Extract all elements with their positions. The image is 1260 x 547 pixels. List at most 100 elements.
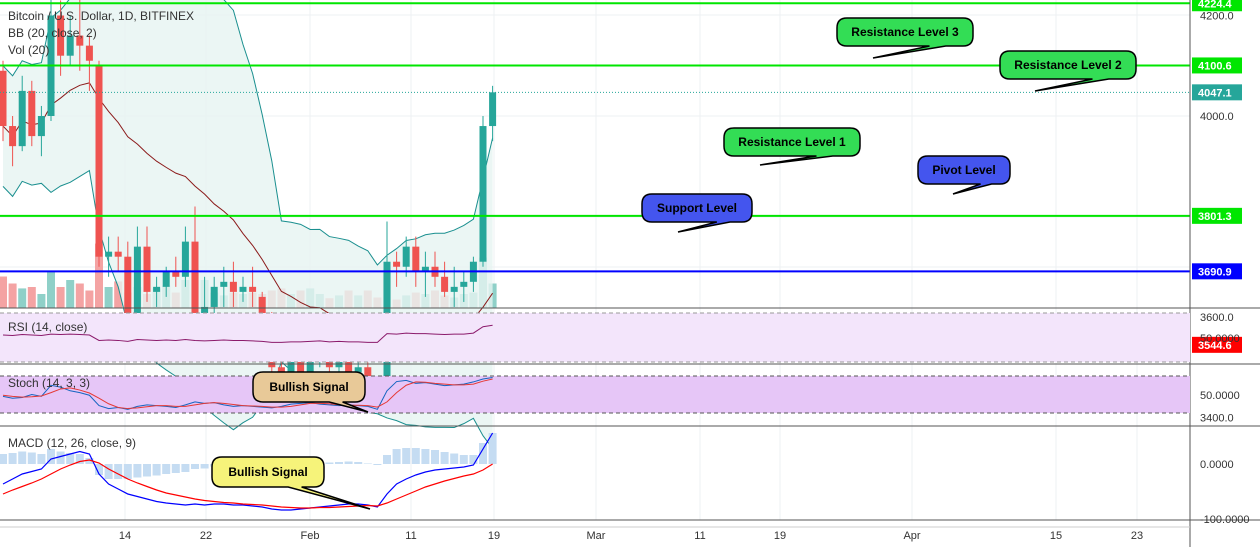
candle-body [479, 126, 487, 262]
macd-histogram-bar [162, 464, 171, 474]
x-tick-label: Feb [301, 530, 320, 542]
callout-bullish-macd-text: Bullish Signal [228, 465, 307, 479]
candle-body [354, 367, 362, 373]
macd-histogram-bar [411, 448, 420, 464]
callout-support-bubble [641, 193, 753, 233]
candle-body [220, 281, 228, 287]
macd-histogram-bar [421, 449, 430, 464]
volume-bar [85, 290, 94, 308]
volume-bar [27, 287, 36, 308]
macd-histogram-bar [133, 464, 142, 478]
macd-histogram-bar [440, 452, 449, 464]
macd-histogram-bar [18, 451, 27, 464]
candle-body [489, 92, 497, 127]
callout-bullish-stoch: Bullish Signal [252, 371, 369, 413]
bb-upper-line [2, 0, 494, 266]
macd-histogram-bar [431, 450, 439, 464]
x-tick-label: 22 [200, 530, 212, 542]
bb-lower-line [2, 169, 493, 449]
candle-body [95, 65, 103, 257]
macd-histogram-bar [27, 452, 36, 464]
candle-body [297, 357, 305, 373]
candle-body [402, 246, 410, 267]
macd-histogram-bar [383, 455, 391, 464]
macd-histogram-bar [114, 464, 123, 479]
macd-histogram-bar [191, 464, 199, 469]
last-price-tag-text: 4047.1 [1198, 87, 1232, 99]
price-tick-label: 3400.0 [1200, 413, 1234, 425]
volume-bar [8, 283, 17, 308]
macd-legend: MACD (12, 26, close, 9) [8, 436, 136, 450]
vol-legend: Vol (20) [8, 43, 50, 57]
bb-legend: BB (20, close, 2) [8, 26, 97, 40]
price-tick-label: 4200.0 [1200, 11, 1234, 23]
callout-pivot-text: Pivot Level [932, 163, 995, 177]
callout-resistance-2-bubble [999, 50, 1137, 92]
callout-resistance-3: Resistance Level 3 [836, 17, 974, 59]
macd-histogram-bar [373, 464, 382, 465]
macd-histogram-bar [479, 443, 487, 464]
macd-tick-label: 0.0000 [1200, 459, 1234, 471]
macd-histogram-bar [363, 463, 372, 464]
callout-pivot: Pivot Level [917, 155, 1011, 195]
last-price-tag [1192, 84, 1242, 101]
candle-body [258, 296, 266, 317]
callout-support-text: Support Level [657, 201, 737, 215]
x-tick-label: 19 [488, 530, 500, 542]
candle-body [57, 15, 65, 56]
candle-body [287, 357, 295, 378]
volume-bar [75, 283, 84, 308]
candle-body [450, 286, 458, 292]
candle-body [345, 357, 353, 373]
candle-body [66, 35, 74, 56]
x-tick-label: 14 [119, 530, 131, 542]
macd-histogram-bar [8, 453, 17, 464]
candle-body [172, 271, 180, 277]
candle-body [239, 286, 247, 292]
volume-bar [47, 271, 55, 308]
macd-histogram-bar [37, 454, 46, 464]
stoch-d-line [2, 378, 493, 410]
candle-body [210, 286, 218, 307]
candle-body [105, 251, 113, 257]
callout-bullish-stoch-text: Bullish Signal [269, 380, 348, 394]
candle-body [460, 281, 468, 287]
candle-body [421, 266, 429, 272]
volume-bar [66, 280, 75, 308]
x-tick-label: 11 [694, 530, 705, 542]
x-tick-label: Apr [903, 530, 920, 542]
price-tick-label: 3600.0 [1200, 312, 1234, 324]
callout-support: Support Level [641, 193, 753, 233]
candle-body [28, 90, 36, 137]
macd-histogram-bar [47, 449, 55, 464]
callout-resistance-2-text: Resistance Level 2 [1014, 58, 1122, 72]
volume-bar [104, 287, 113, 308]
level-price-tag [1192, 207, 1242, 224]
volume-bar [114, 281, 123, 308]
macd-histogram-bar [75, 454, 84, 464]
candle-body [9, 126, 17, 147]
level-price-tag [1192, 0, 1242, 12]
stoch-tick-label: 50.0000 [1200, 390, 1240, 402]
candle-body [249, 286, 257, 292]
macd-histogram-bar [402, 448, 411, 464]
rsi-band [0, 313, 1190, 362]
stoch-legend: Stoch (14, 3, 3) [8, 376, 90, 390]
level-price-tag-text: 3801.3 [1198, 211, 1232, 223]
macd-signal-line [2, 459, 493, 509]
candle-body [114, 251, 122, 257]
x-tick-label: 23 [1131, 530, 1143, 542]
volume-bar [37, 294, 46, 308]
candle-body [0, 70, 7, 127]
candle-body [229, 281, 237, 292]
macd-histogram-bar [450, 453, 459, 464]
macd-histogram-bar [325, 462, 334, 464]
macd-histogram-bar [143, 464, 151, 477]
macd-histogram-bar [95, 464, 103, 475]
macd-histogram-bar [469, 455, 478, 464]
callout-resistance-2: Resistance Level 2 [999, 50, 1137, 92]
macd-histogram-bar [335, 462, 343, 464]
candle-body [143, 246, 151, 292]
callout-bullish-macd: Bullish Signal [211, 456, 371, 510]
